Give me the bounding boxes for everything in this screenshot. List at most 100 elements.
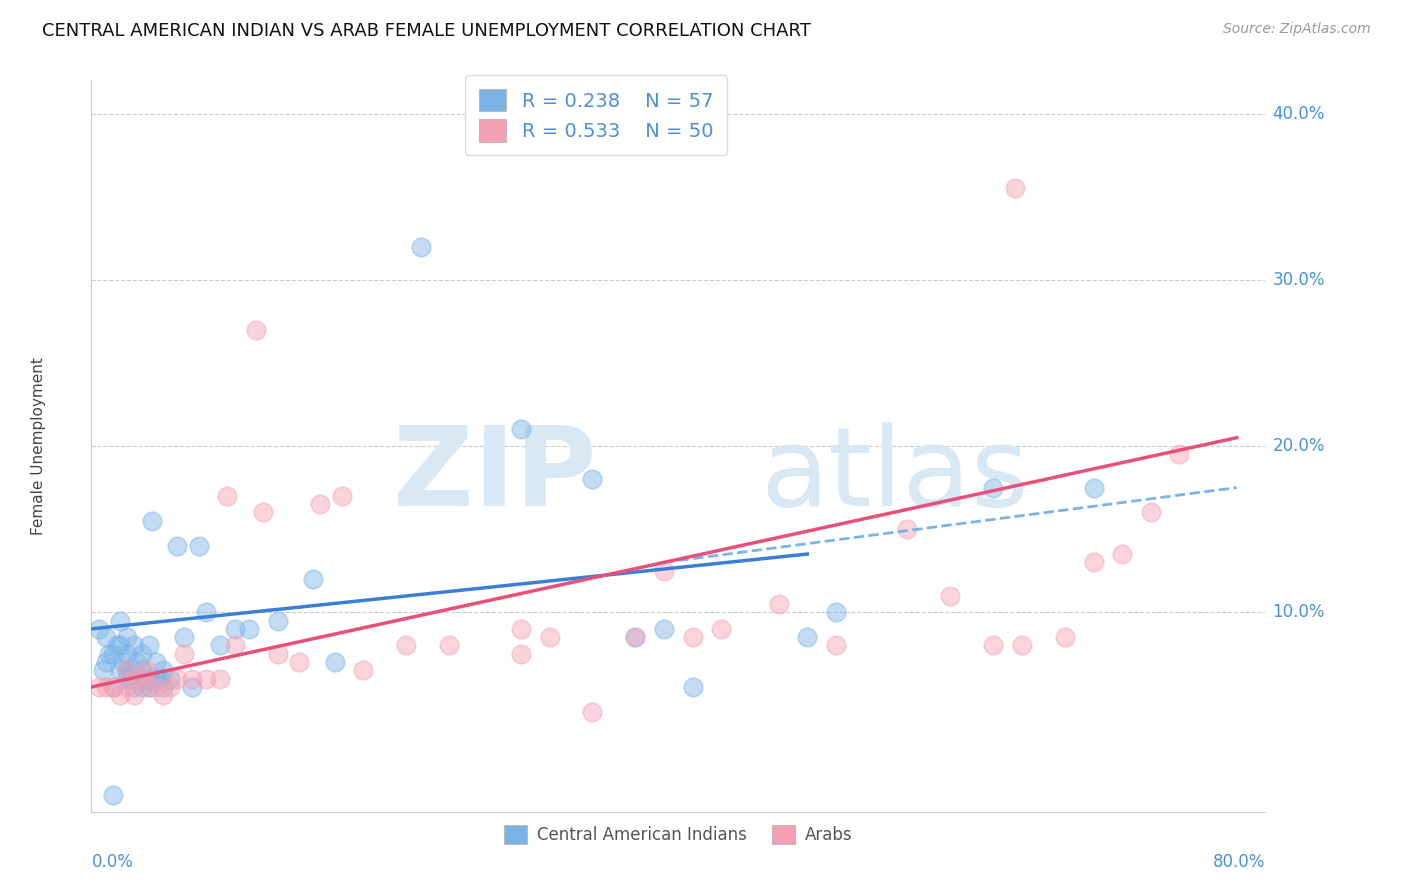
- Point: [652, 564, 675, 578]
- Point: [224, 622, 246, 636]
- Point: [1111, 547, 1133, 561]
- Point: [538, 630, 561, 644]
- Point: [108, 614, 131, 628]
- Point: [1083, 481, 1105, 495]
- Point: [141, 514, 163, 528]
- Point: [115, 630, 138, 644]
- Point: [159, 680, 181, 694]
- Point: [94, 680, 117, 694]
- Point: [124, 672, 146, 686]
- Point: [87, 622, 110, 636]
- Point: [152, 664, 174, 678]
- Point: [796, 630, 818, 644]
- Point: [131, 647, 153, 661]
- Point: [115, 680, 138, 694]
- Point: [166, 539, 188, 553]
- Point: [135, 664, 157, 678]
- Point: [97, 647, 120, 661]
- Point: [115, 647, 138, 661]
- Point: [1004, 181, 1026, 195]
- Point: [124, 689, 146, 703]
- Point: [409, 239, 432, 253]
- Point: [152, 680, 174, 694]
- Point: [91, 664, 114, 678]
- Point: [115, 664, 138, 678]
- Point: [896, 522, 918, 536]
- Point: [224, 639, 246, 653]
- Point: [180, 680, 202, 694]
- Point: [166, 672, 188, 686]
- Text: 0.0%: 0.0%: [91, 854, 134, 871]
- Point: [266, 647, 288, 661]
- Point: [87, 680, 110, 694]
- Point: [124, 639, 146, 653]
- Point: [682, 630, 704, 644]
- Point: [330, 489, 353, 503]
- Point: [145, 680, 167, 694]
- Point: [115, 664, 138, 678]
- Point: [825, 639, 848, 653]
- Point: [395, 639, 418, 653]
- Point: [94, 630, 117, 644]
- Point: [352, 664, 374, 678]
- Point: [101, 788, 124, 802]
- Point: [131, 672, 153, 686]
- Point: [209, 672, 232, 686]
- Legend: Central American Indians, Arabs: Central American Indians, Arabs: [498, 818, 859, 851]
- Point: [138, 680, 160, 694]
- Text: 80.0%: 80.0%: [1213, 854, 1265, 871]
- Point: [252, 506, 274, 520]
- Point: [1140, 506, 1163, 520]
- Point: [209, 639, 232, 653]
- Point: [1168, 447, 1191, 461]
- Point: [245, 323, 267, 337]
- Point: [302, 572, 325, 586]
- Point: [101, 680, 124, 694]
- Point: [624, 630, 647, 644]
- Point: [94, 655, 117, 669]
- Point: [1053, 630, 1076, 644]
- Point: [173, 647, 195, 661]
- Text: 40.0%: 40.0%: [1272, 104, 1324, 122]
- Point: [710, 622, 733, 636]
- Point: [217, 489, 239, 503]
- Point: [581, 705, 603, 719]
- Point: [624, 630, 647, 644]
- Text: 30.0%: 30.0%: [1272, 271, 1324, 289]
- Text: 20.0%: 20.0%: [1272, 437, 1324, 455]
- Text: 10.0%: 10.0%: [1272, 603, 1324, 621]
- Point: [983, 481, 1005, 495]
- Point: [149, 672, 172, 686]
- Point: [145, 672, 167, 686]
- Point: [124, 680, 146, 694]
- Point: [652, 622, 675, 636]
- Text: CENTRAL AMERICAN INDIAN VS ARAB FEMALE UNEMPLOYMENT CORRELATION CHART: CENTRAL AMERICAN INDIAN VS ARAB FEMALE U…: [42, 22, 811, 40]
- Point: [135, 672, 157, 686]
- Point: [581, 472, 603, 486]
- Point: [509, 622, 531, 636]
- Point: [439, 639, 461, 653]
- Point: [194, 605, 217, 619]
- Point: [108, 639, 131, 653]
- Point: [138, 672, 160, 686]
- Text: ZIP: ZIP: [392, 422, 596, 529]
- Point: [1083, 555, 1105, 569]
- Point: [983, 639, 1005, 653]
- Point: [108, 664, 131, 678]
- Point: [509, 647, 531, 661]
- Point: [138, 639, 160, 653]
- Point: [288, 655, 311, 669]
- Text: atlas: atlas: [761, 422, 1029, 529]
- Point: [825, 605, 848, 619]
- Point: [145, 655, 167, 669]
- Point: [159, 672, 181, 686]
- Point: [124, 664, 146, 678]
- Point: [266, 614, 288, 628]
- Point: [173, 630, 195, 644]
- Point: [121, 672, 143, 686]
- Point: [127, 655, 149, 669]
- Point: [138, 680, 160, 694]
- Point: [101, 680, 124, 694]
- Point: [939, 589, 962, 603]
- Point: [180, 672, 202, 686]
